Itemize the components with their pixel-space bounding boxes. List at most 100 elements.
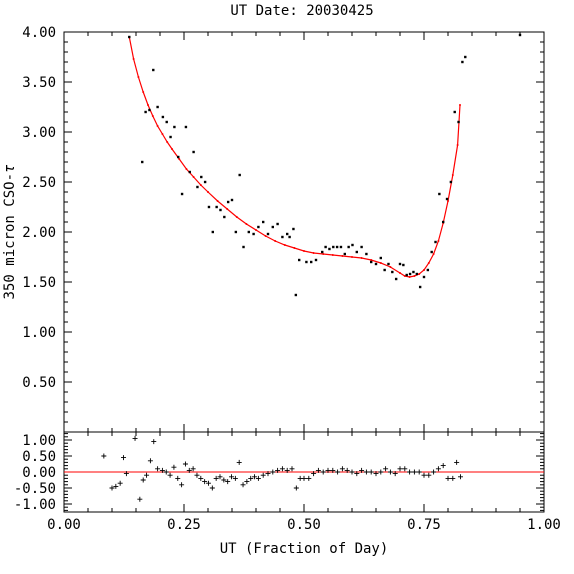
residual-point: [373, 471, 379, 477]
data-point: [184, 125, 188, 129]
residual-point: [279, 466, 285, 472]
residual-point: [121, 455, 127, 461]
residual-point: [236, 459, 242, 465]
residual-point: [330, 467, 336, 473]
y-axis-label-text: 350 micron CSO-: [2, 173, 18, 299]
main-y-tick-label: 2.50: [22, 175, 56, 191]
residual-panel: 1.000.500.00-0.50-1.000.00 0.25 0.50 0.75 1.…: [14, 431, 561, 533]
data-points-layer: [128, 33, 522, 297]
resid-y-tick-label: -1.00: [14, 497, 56, 513]
residual-point: [416, 469, 422, 475]
residual-point: [421, 472, 427, 478]
data-point: [219, 208, 222, 212]
fit-marker: [207, 191, 209, 193]
data-point: [238, 173, 241, 177]
residual-point: [101, 453, 107, 459]
residual-point: [293, 485, 299, 491]
data-point: [464, 55, 467, 59]
fit-marker: [226, 208, 229, 210]
residual-point: [325, 467, 331, 473]
fit-marker: [192, 176, 195, 178]
data-point: [422, 275, 426, 279]
fit-marker: [142, 91, 145, 93]
fit-marker: [161, 133, 164, 135]
fit-marker: [418, 273, 421, 275]
data-point: [180, 192, 184, 196]
x-tick-label: 0.00: [47, 517, 81, 533]
data-point: [223, 215, 226, 219]
residual-point: [397, 466, 403, 472]
data-point: [257, 225, 260, 229]
data-point: [169, 135, 172, 139]
data-point: [165, 120, 168, 124]
fit-marker: [274, 240, 277, 242]
residual-point: [435, 466, 441, 472]
data-point: [360, 245, 363, 249]
residual-point: [221, 477, 227, 483]
fit-marker: [185, 168, 188, 170]
residual-point: [354, 471, 360, 477]
x-tick-label: 0.25: [167, 517, 201, 533]
data-point: [405, 273, 408, 277]
data-point: [211, 230, 214, 234]
residual-point: [240, 482, 246, 488]
data-point: [234, 230, 238, 234]
residual-point: [109, 485, 115, 491]
fit-marker: [322, 253, 325, 255]
data-point: [351, 243, 354, 247]
fit-marker: [399, 272, 401, 274]
data-point: [196, 185, 199, 189]
residual-point: [252, 474, 258, 480]
residual-point: [301, 475, 307, 481]
x-tick-label: 0.75: [407, 517, 441, 533]
fit-marker: [459, 104, 461, 106]
resid-y-tick-label: 0.50: [22, 449, 56, 465]
fit-marker: [171, 148, 173, 150]
fit-marker: [413, 275, 416, 277]
residual-point: [155, 466, 161, 472]
fit-marker: [437, 240, 440, 242]
data-point: [230, 198, 234, 202]
fit-marker: [235, 216, 238, 218]
data-point: [188, 170, 191, 174]
fit-marker: [341, 255, 344, 257]
data-point: [328, 247, 331, 251]
residual-point: [229, 474, 235, 480]
residual-point: [387, 469, 393, 475]
data-point: [461, 60, 464, 64]
residual-point: [198, 475, 204, 481]
fit-marker: [456, 144, 459, 146]
data-point: [426, 268, 430, 272]
data-point: [339, 245, 343, 249]
residual-point: [117, 480, 123, 486]
fit-marker: [293, 247, 296, 249]
fit-marker: [216, 200, 219, 202]
data-point: [148, 108, 151, 112]
data-point: [177, 155, 180, 159]
data-point: [207, 205, 211, 209]
fit-marker: [331, 254, 334, 256]
data-point: [394, 277, 398, 281]
residual-point: [167, 472, 173, 478]
x-tick-label: 1.00: [527, 517, 561, 533]
main-axis-ticks: 0.50 1.00 1.50 2.00 2.50 3.00 3.50 4.00: [22, 25, 545, 433]
data-point: [226, 200, 230, 204]
residual-axis-ticks: 1.000.500.00-0.50-1.000.00 0.25 0.50 0.75 1.…: [14, 432, 561, 533]
residual-point: [407, 469, 413, 475]
main-y-tick-label: 4.00: [22, 25, 56, 41]
data-point: [288, 235, 291, 239]
data-point: [347, 245, 350, 249]
data-point: [453, 110, 456, 114]
residual-point: [339, 466, 345, 472]
data-point: [262, 220, 265, 224]
data-point: [412, 270, 415, 274]
data-point: [387, 262, 390, 266]
residual-point: [363, 469, 369, 475]
residual-point: [213, 475, 219, 481]
data-point: [434, 240, 437, 244]
data-point: [281, 235, 284, 239]
data-point: [445, 197, 449, 201]
main-y-tick-label: 0.50: [22, 375, 56, 391]
data-point: [144, 110, 147, 114]
data-point: [355, 250, 358, 254]
